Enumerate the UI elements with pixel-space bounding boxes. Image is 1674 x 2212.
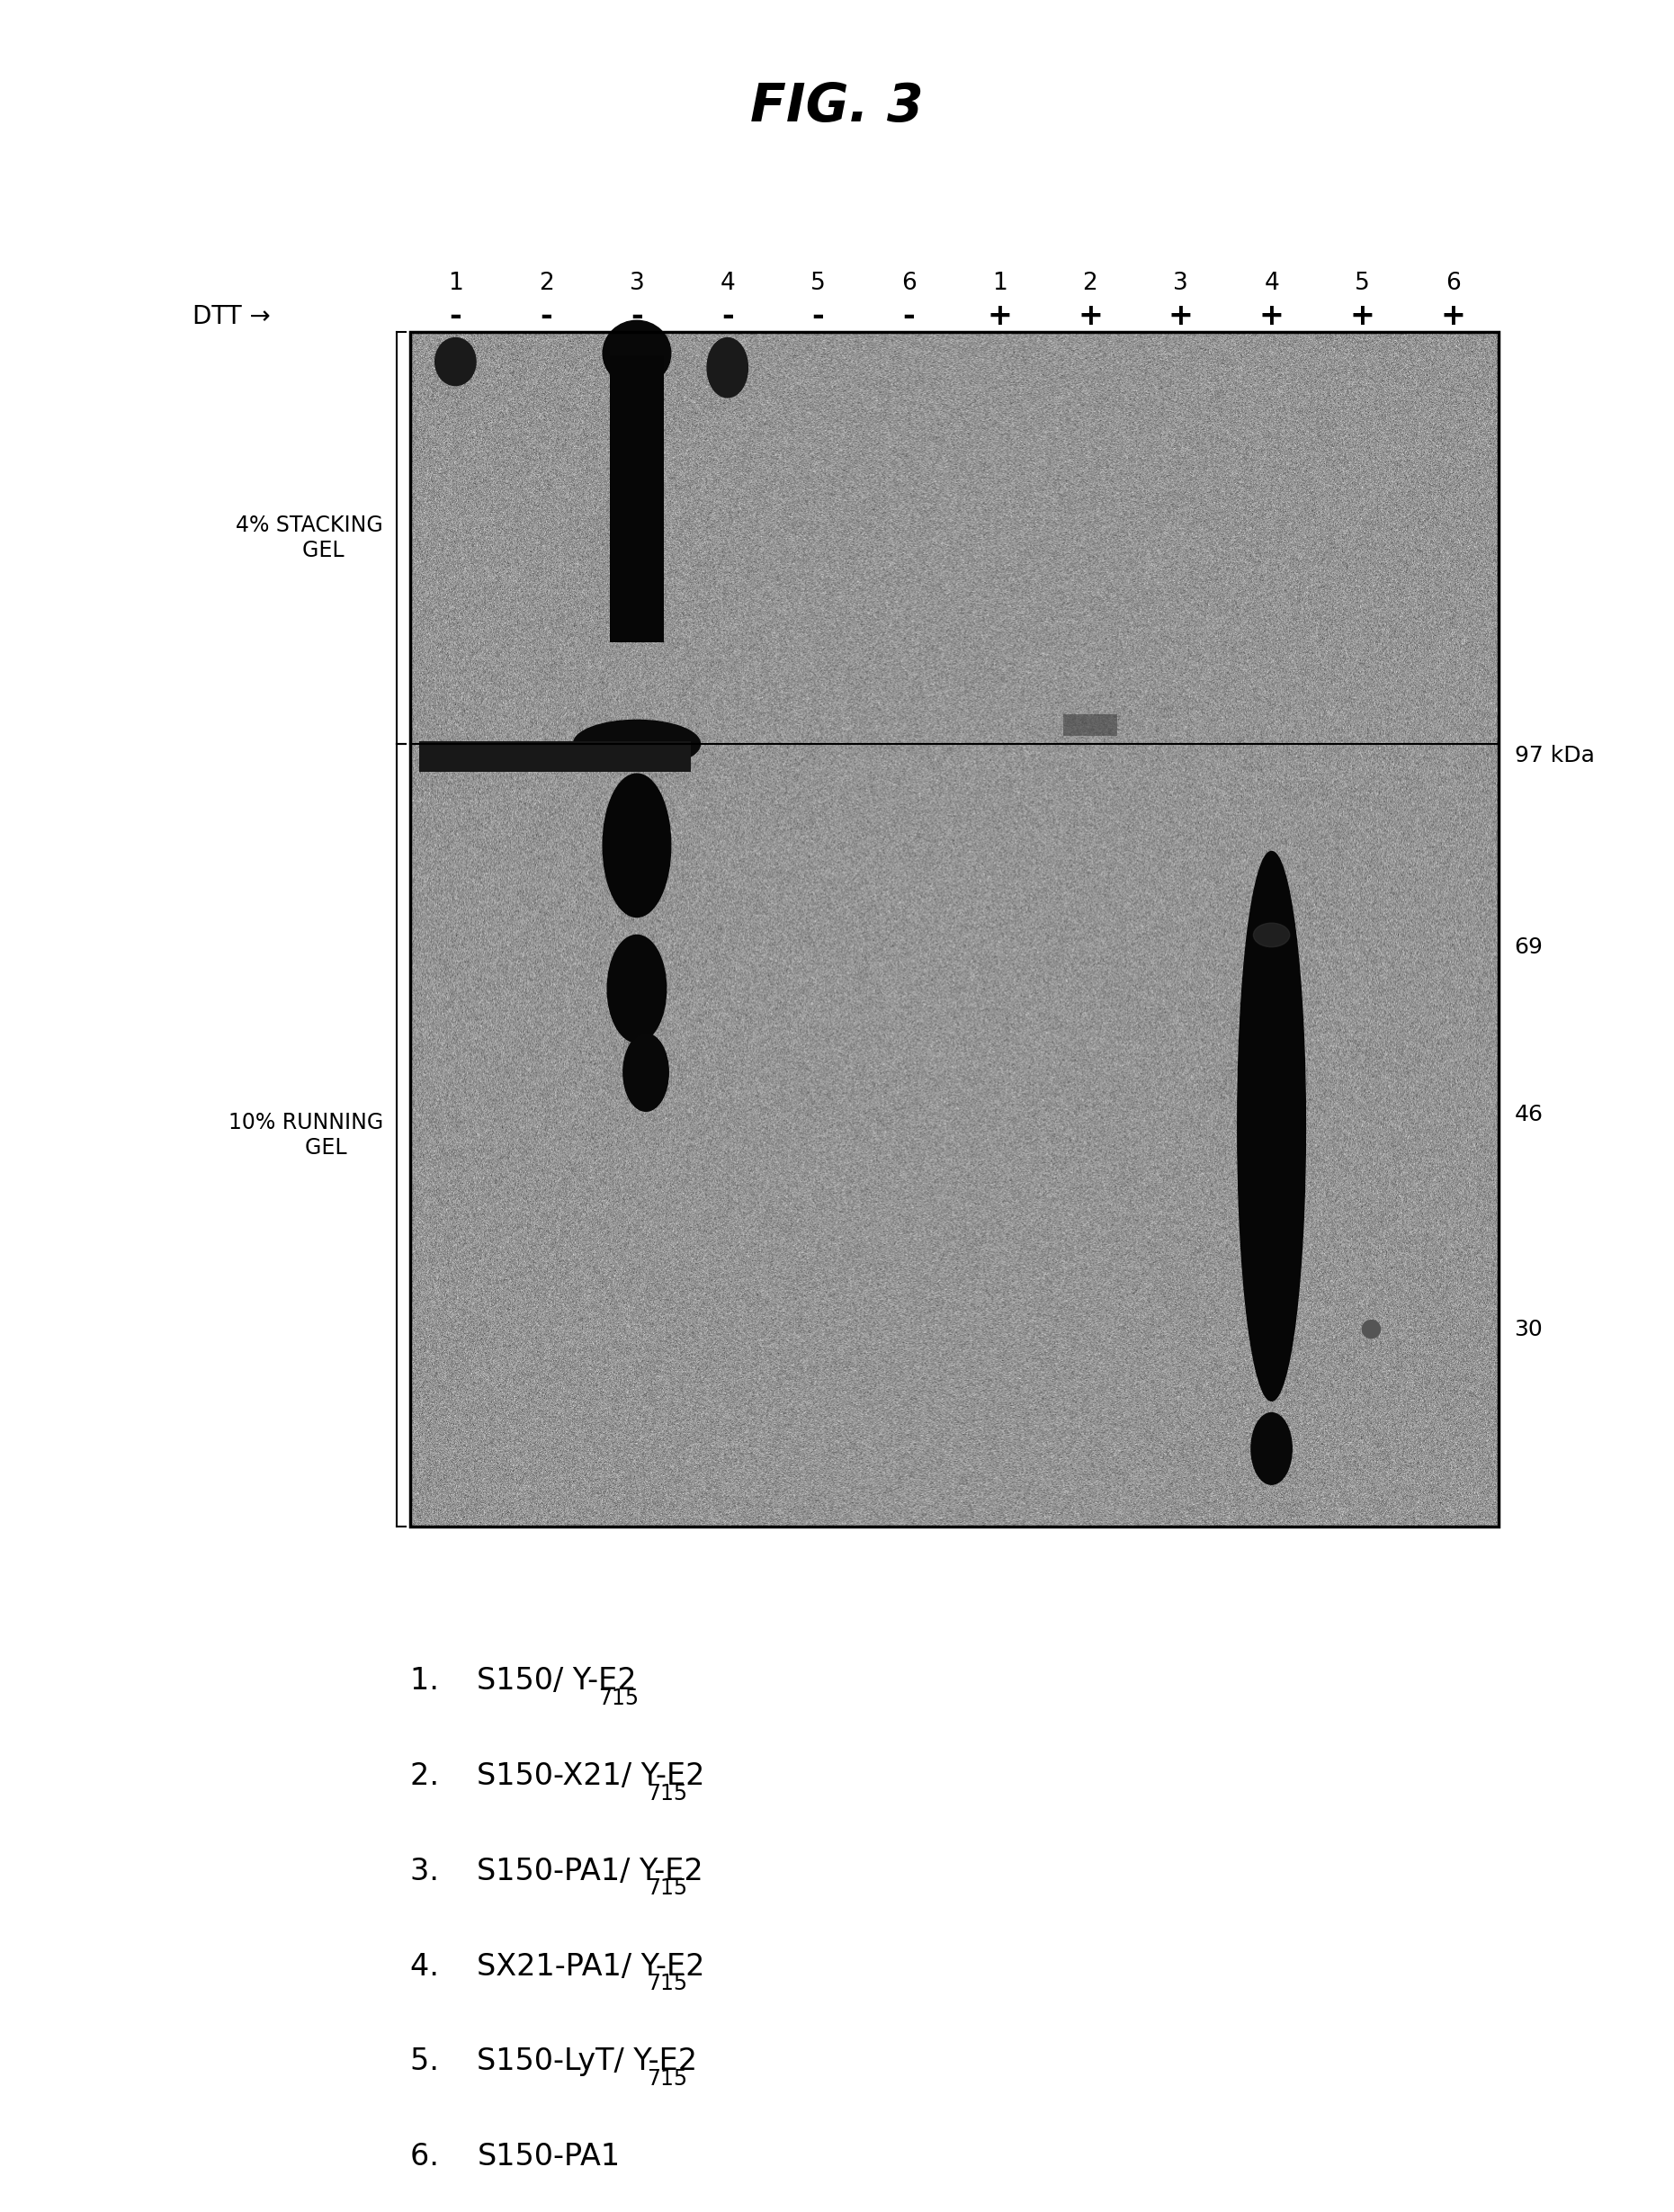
- Text: 69: 69: [1515, 936, 1543, 958]
- Text: 1: 1: [449, 272, 464, 294]
- Ellipse shape: [603, 321, 671, 387]
- Text: 1.: 1.: [410, 1666, 459, 1697]
- Text: 10% RUNNING
      GEL: 10% RUNNING GEL: [228, 1113, 383, 1159]
- Ellipse shape: [1250, 1413, 1292, 1484]
- Bar: [609, 356, 665, 641]
- Text: 2: 2: [539, 272, 554, 294]
- Text: -: -: [721, 301, 733, 332]
- Text: 97 kDa: 97 kDa: [1515, 745, 1594, 768]
- Ellipse shape: [603, 774, 671, 918]
- Text: 6: 6: [1445, 272, 1460, 294]
- Text: +: +: [1259, 301, 1284, 332]
- Text: 3: 3: [1173, 272, 1189, 294]
- Text: -: -: [449, 301, 462, 332]
- Text: 3: 3: [629, 272, 644, 294]
- Text: S150-PA1/ Y-E2: S150-PA1/ Y-E2: [477, 1856, 703, 1887]
- Text: 3.: 3.: [410, 1856, 459, 1887]
- Text: 4: 4: [720, 272, 735, 294]
- Ellipse shape: [435, 338, 475, 385]
- Text: 715: 715: [648, 1783, 688, 1805]
- Text: 5: 5: [1354, 272, 1369, 294]
- Text: +: +: [1078, 301, 1103, 332]
- Text: SX21-PA1/ Y-E2: SX21-PA1/ Y-E2: [477, 1951, 705, 1982]
- Text: 6.: 6.: [410, 2141, 459, 2172]
- Text: +: +: [1349, 301, 1374, 332]
- Text: 6: 6: [901, 272, 916, 294]
- Text: +: +: [1168, 301, 1194, 332]
- Bar: [410, 332, 1498, 1526]
- Text: S150-LyT/ Y-E2: S150-LyT/ Y-E2: [477, 2046, 698, 2077]
- Ellipse shape: [1254, 922, 1289, 947]
- Text: S150-X21/ Y-E2: S150-X21/ Y-E2: [477, 1761, 705, 1792]
- Bar: [418, 741, 691, 772]
- Text: S150-PA1: S150-PA1: [477, 2141, 621, 2172]
- Ellipse shape: [608, 936, 666, 1042]
- Text: 46: 46: [1515, 1104, 1543, 1126]
- Text: -: -: [541, 301, 552, 332]
- Text: 4.: 4.: [410, 1951, 459, 1982]
- Text: -: -: [812, 301, 824, 332]
- Text: 715: 715: [599, 1688, 639, 1710]
- Text: 4: 4: [1264, 272, 1279, 294]
- Text: 30: 30: [1515, 1318, 1543, 1340]
- Text: -: -: [631, 301, 643, 332]
- Text: +: +: [988, 301, 1013, 332]
- Ellipse shape: [706, 338, 748, 398]
- Text: 2.: 2.: [410, 1761, 459, 1792]
- Text: 1: 1: [993, 272, 1008, 294]
- Ellipse shape: [623, 1033, 668, 1110]
- Text: 715: 715: [648, 1973, 688, 1995]
- Text: 4% STACKING
    GEL: 4% STACKING GEL: [236, 515, 383, 562]
- Ellipse shape: [1237, 852, 1306, 1400]
- Text: -: -: [902, 301, 916, 332]
- Ellipse shape: [573, 719, 700, 768]
- Text: DTT →: DTT →: [193, 303, 271, 330]
- Text: +: +: [1440, 301, 1465, 332]
- Text: 5: 5: [810, 272, 825, 294]
- Text: 5.: 5.: [410, 2046, 459, 2077]
- Text: 2: 2: [1083, 272, 1098, 294]
- Text: 715: 715: [648, 2068, 688, 2090]
- Bar: [1063, 714, 1118, 737]
- Text: 715: 715: [648, 1878, 688, 1900]
- Text: S150/ Y-E2: S150/ Y-E2: [477, 1666, 636, 1697]
- Ellipse shape: [1363, 1321, 1381, 1338]
- Text: FIG. 3: FIG. 3: [750, 80, 924, 133]
